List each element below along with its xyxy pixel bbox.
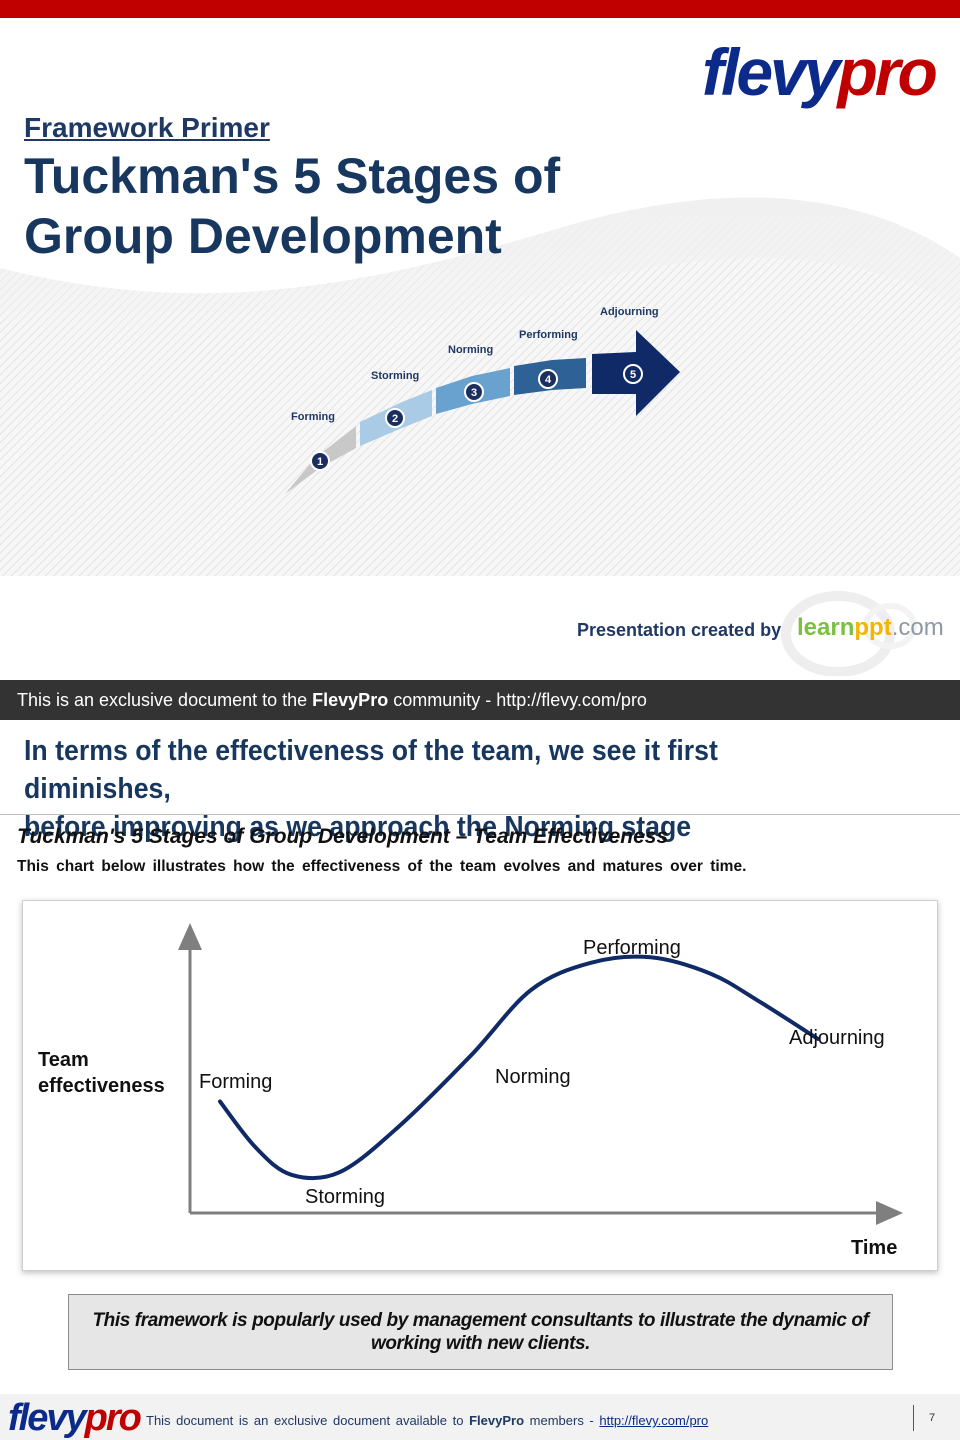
annotation-norming: Norming [495,1066,571,1088]
chart-section-title: Tuckman's 5 Stages of Group Development … [17,825,669,848]
footer-text-pre: This document is an exclusive document a… [146,1413,470,1428]
framework-primer-heading: Framework Primer [24,112,270,143]
x-axis-label: Time [851,1237,897,1259]
consultant-note-box: This framework is popularly used by mana… [68,1294,893,1370]
headline-divider [0,814,960,815]
footer-divider [913,1405,914,1431]
banner-brand: FlevyPro [312,690,389,710]
annotation-storming: Storming [305,1186,385,1208]
footer-flevy-link[interactable]: http://flevy.com/pro [599,1413,709,1428]
annotation-adjourning: Adjourning [789,1027,885,1049]
stage-3-label: Norming [448,344,493,356]
chart-section-description: This chart below illustrates how the eff… [17,858,747,875]
stage-3-badge: 3 [464,382,484,402]
stage-5-badge: 5 [623,364,643,384]
footer-flevypro-logo[interactable]: flevypro [8,1396,142,1440]
top-red-bar [0,0,960,18]
learnppt-logo-learn: learn [797,614,855,641]
learnppt-logo-com: .com [891,614,944,641]
cover-title-line-1: Tuckman's 5 Stages of [24,148,561,204]
svg-text:5: 5 [630,369,636,381]
stage-arrow-diagram: 1 2 3 4 5 Forming Storming Norming Perfo… [285,306,680,494]
effectiveness-chart-svg: Team effectiveness Time Forming Storming… [38,923,903,1259]
footer-bar [0,1394,960,1440]
slide-headline-line-1: In terms of the effectiveness of the tea… [24,735,718,805]
stage-4-label: Performing [519,329,578,341]
footer-logo-pro-text: pro [84,1397,142,1439]
flevypro-logo[interactable]: flevypro [702,34,938,110]
banner-text-post: community - http://flevy.com/pro [388,690,647,710]
stage-5-label: Adjourning [600,306,659,318]
learnppt-logo[interactable]: learnppt.com [797,614,944,642]
stage-1-badge: 1 [310,451,330,471]
slide-headline-line-2: before improving as we approach the Norm… [24,811,692,843]
svg-text:2: 2 [392,413,398,425]
svg-text:3: 3 [471,387,477,399]
page-number: 7 [929,1412,936,1424]
logo-flevy-text: flevy [702,35,840,109]
footer-brand: FlevyPro [469,1413,525,1428]
presentation-credit: Presentation created by [577,620,782,640]
svg-text:4: 4 [545,374,552,386]
stage-2-label: Storming [371,370,419,382]
stage-1-label: Forming [291,411,335,423]
footer-logo-flevy-text: flevy [8,1397,87,1439]
exclusive-banner: This is an exclusive document to the Fle… [0,680,960,720]
svg-text:1: 1 [317,456,323,468]
y-axis-label-line-2: effectiveness [38,1075,165,1097]
annotation-performing: Performing [583,937,681,959]
footer-notice: This document is an exclusive document a… [146,1413,708,1428]
stage-4-badge: 4 [538,369,558,389]
annotation-forming: Forming [199,1071,272,1093]
cover-title-line-2: Group Development [24,208,502,264]
stage-2-badge: 2 [385,408,405,428]
effectiveness-chart: Team effectiveness Time Forming Storming… [22,900,938,1271]
slide-headline: In terms of the effectiveness of the tea… [24,732,852,846]
y-axis-label-line-1: Team [38,1049,89,1071]
cover-title: Tuckman's 5 Stages of Group Development [24,146,624,266]
learnppt-logo-ppt: ppt [854,614,892,641]
footer-text-mid: members - [524,1413,600,1428]
logo-pro-text: pro [837,35,937,109]
effectiveness-curve [218,954,820,1181]
consultant-note-text: This framework is popularly used by mana… [92,1310,869,1354]
banner-text-pre: This is an exclusive document to the [17,690,313,710]
learnppt-swirl-icon [781,591,917,676]
